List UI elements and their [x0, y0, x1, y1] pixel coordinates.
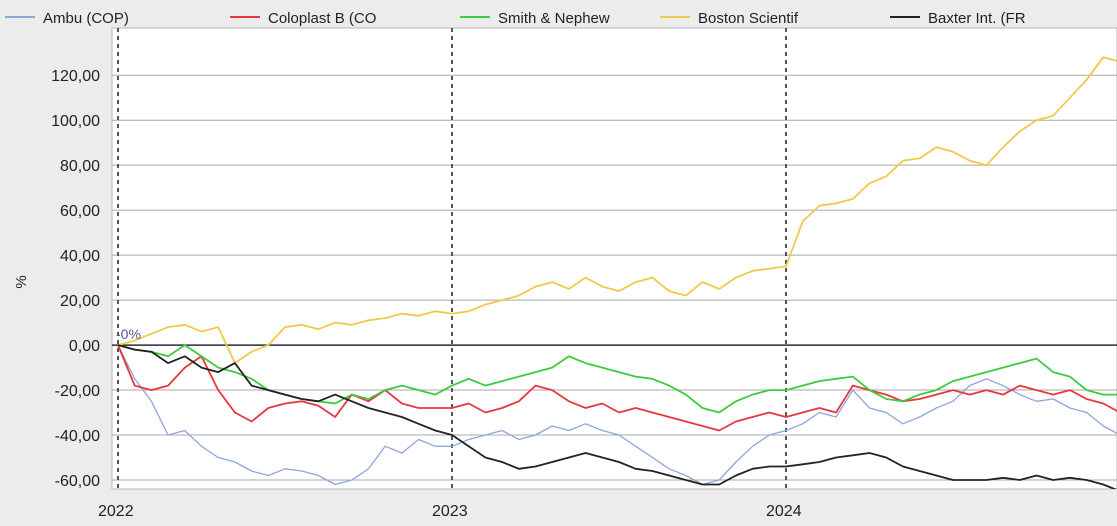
- y-tick-label: -20,00: [55, 383, 100, 400]
- series-line-0: [117, 344, 1117, 486]
- y-tick-label: 20,00: [60, 293, 100, 310]
- plot-area: [111, 27, 1117, 490]
- legend-label: Baxter Int. (FR: [928, 10, 1026, 27]
- x-tick-label: 2022: [98, 503, 134, 520]
- y-tick-label: 40,00: [60, 248, 100, 265]
- series-lines: [117, 56, 1117, 489]
- legend-label: Smith & Nephew: [498, 10, 610, 27]
- legend-label: Boston Scientif: [698, 10, 799, 27]
- y-axis: -60,00 -40,00 -20,00 0,00 20,00 40,00 60,00 80,…: [51, 68, 100, 490]
- y-tick-label: 60,00: [60, 203, 100, 220]
- series-line-4: [117, 344, 1117, 489]
- y-tick-label: 80,00: [60, 158, 100, 175]
- y-tick-label: 100,00: [51, 113, 100, 130]
- y-tick-label: -40,00: [55, 428, 100, 445]
- y-tick-label: 120,00: [51, 68, 100, 85]
- x-tick-label: 2024: [766, 503, 802, 520]
- y-axis-label: %: [13, 275, 30, 288]
- y-tick-label: 0,00: [69, 338, 100, 355]
- series-line-1: [117, 344, 1117, 432]
- x-tick-label: 2023: [432, 503, 468, 520]
- legend-label: Ambu (COP): [43, 10, 129, 27]
- x-axis: 2022 2023 2024: [98, 503, 802, 520]
- baseline-label: -0%: [116, 326, 141, 342]
- legend: Ambu (COP) Coloplast B (CO Smith & Nephew B…: [5, 10, 1026, 27]
- y-tick-label: -60,00: [55, 473, 100, 490]
- series-line-3: [117, 56, 1117, 365]
- legend-label: Coloplast B (CO: [268, 10, 376, 27]
- gridlines: [112, 28, 1117, 489]
